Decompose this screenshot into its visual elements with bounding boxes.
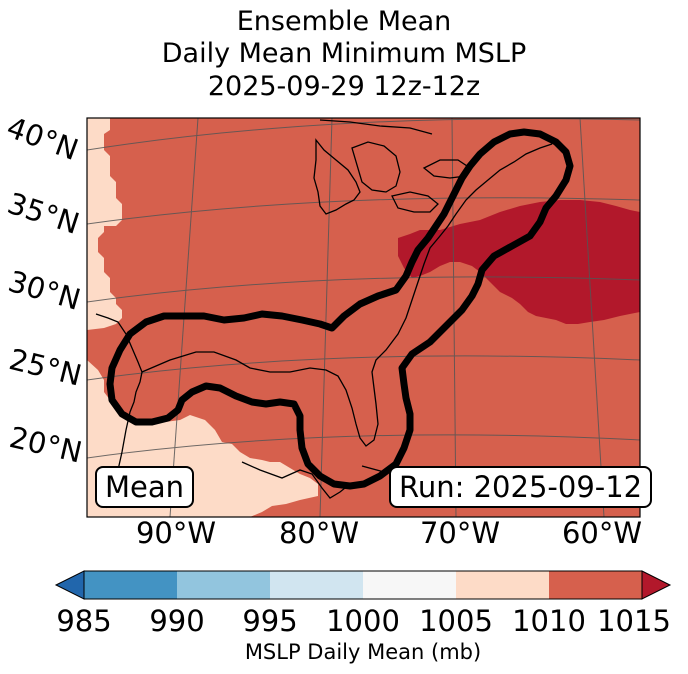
lon-label-80w: 80°W	[278, 516, 360, 550]
field-1005-1010-west	[87, 118, 122, 330]
coastlines	[95, 119, 553, 509]
title-line-2: Daily Mean Minimum MSLP	[161, 38, 527, 69]
colorbar-tick-1015: 1015	[597, 604, 671, 638]
colorbar-tick-1010: 1010	[512, 604, 586, 638]
colorbar-tick-1000: 1000	[326, 604, 400, 638]
title-line-1: Ensemble Mean	[236, 6, 452, 37]
title-line-3: 2025-09-29 12z-12z	[207, 71, 481, 102]
ensemble-contour	[106, 128, 574, 490]
run-date-badge: Run: 2025-09-12	[389, 466, 653, 508]
colorbar-bin-995-1000	[270, 571, 363, 599]
lon-label-70w: 70°W	[419, 516, 501, 550]
map-frame	[86, 117, 641, 518]
colorbar-label: MSLP Daily Mean (mb)	[244, 640, 482, 664]
colorbar-tick-1005: 1005	[419, 604, 493, 638]
lon-label-90w: 90°W	[135, 516, 217, 550]
colorbar-bin-990-995	[177, 571, 270, 599]
colorbar-bin-985-990	[84, 571, 177, 599]
colorbar-tick-995: 995	[242, 604, 298, 638]
lon-label-60w: 60°W	[561, 516, 643, 550]
colorbar-bin-1010-1015	[549, 571, 642, 599]
colorbar-under-arrow	[54, 570, 85, 600]
colorbar-over-arrow	[641, 570, 672, 600]
colorbar-frame	[83, 570, 643, 600]
colorbar-bin-1005-1010	[456, 571, 549, 599]
colorbar-tick-990: 990	[149, 604, 205, 638]
colorbar-bin-1000-1005	[363, 571, 456, 599]
field-over-1015	[398, 200, 640, 324]
colorbar-tick-985: 985	[56, 604, 112, 638]
mean-badge: Mean	[95, 466, 195, 508]
